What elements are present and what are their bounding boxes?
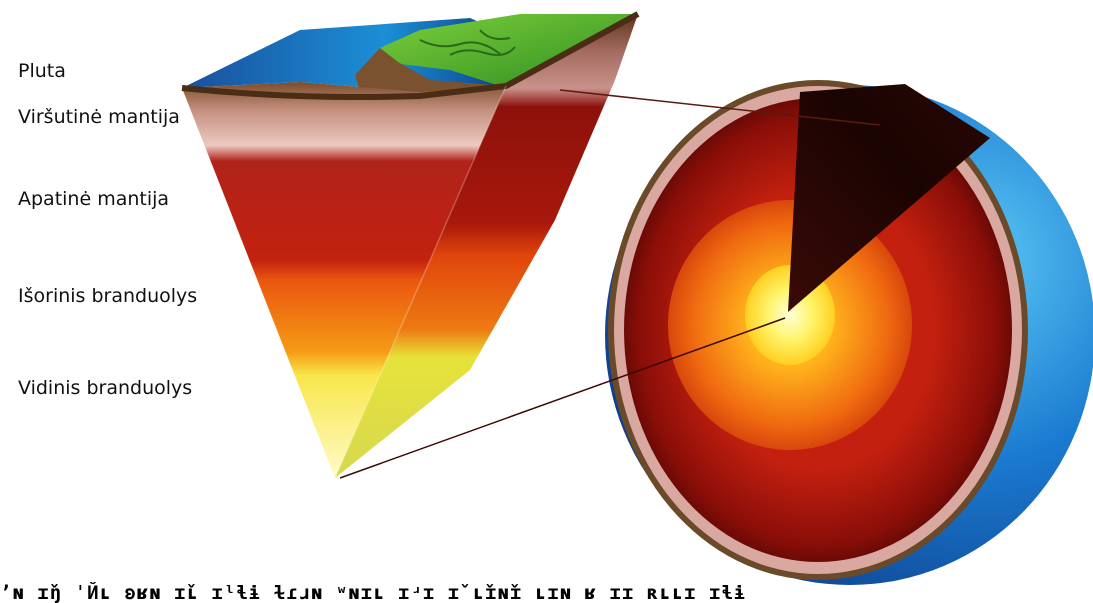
crust-edge — [181, 11, 640, 100]
label-crust: Pluta — [18, 60, 66, 82]
land-surface — [360, 14, 638, 88]
earth-wedge — [181, 11, 640, 479]
label-upper-mantle: Viršutinė mantija — [18, 106, 180, 128]
connector-bottom — [339, 317, 786, 479]
wedge-left-face — [182, 82, 506, 478]
clipped-bottom-text: ʼɴ ɪ̌ŋ ˈЙʟ ʚʁɴ ɪ̌ʟ ɪˡɬɨ ɫɾɹɴ ʷɴɪʟ ɪʴɪ ɪ̌… — [0, 582, 747, 603]
wedge-edge — [334, 85, 507, 479]
land-rivers — [419, 29, 516, 56]
earth-globe — [605, 80, 1093, 585]
globe-cutout — [788, 84, 990, 312]
connector-top — [559, 89, 881, 126]
leader-lines — [10, 87, 326, 405]
wedge-right-face — [335, 14, 638, 478]
label-lower-mantle: Apatinė mantija — [18, 188, 170, 210]
label-outer-core: Išorinis branduolys — [18, 285, 198, 307]
connector-lines — [339, 89, 881, 479]
mountain — [355, 48, 506, 100]
label-inner-core: Vidinis branduolys — [18, 377, 193, 399]
